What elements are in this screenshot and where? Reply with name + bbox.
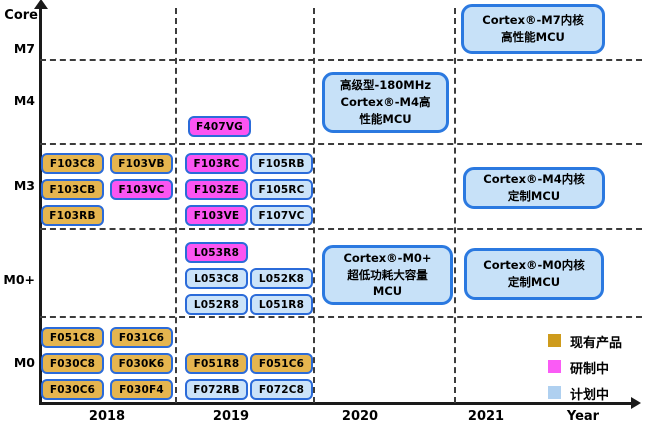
chip-F107VC: F107VC <box>250 205 313 226</box>
callout-m0plus-lowpower-line-2: 超低功耗大容量 <box>347 267 428 282</box>
gridline-horizontal-4 <box>40 316 642 318</box>
legend-swatch-developing <box>548 360 561 373</box>
gridline-vertical-1 <box>175 8 177 403</box>
chip-F103RC: F103RC <box>185 153 248 174</box>
callout-m0-custom: Cortex®-M0内核 定制MCU <box>464 248 604 300</box>
chip-F031C6: F031C6 <box>110 327 173 348</box>
x-axis-arrow-icon <box>631 397 641 409</box>
legend-swatch-planned <box>548 386 561 399</box>
gridline-vertical-2 <box>313 8 315 403</box>
chip-F030K6: F030K6 <box>110 353 173 374</box>
chip-F103RB: F103RB <box>41 205 104 226</box>
callout-m7-highperf: Cortex®-M7内核 高性能MCU <box>461 4 605 54</box>
gridline-horizontal-2 <box>40 143 642 145</box>
chip-L053C8: L053C8 <box>185 268 248 289</box>
chip-F051C8: F051C8 <box>41 327 104 348</box>
callout-m4-advanced: 高级型-180MHz Cortex®-M4高 性能MCU <box>322 72 449 133</box>
chip-F072RB: F072RB <box>185 379 248 400</box>
y-tick-label-M7: M7 <box>13 41 35 56</box>
callout-m4-advanced-line-2: Cortex®-M4高 <box>340 95 431 110</box>
legend-swatch-existing <box>548 334 561 347</box>
chip-F030C8: F030C8 <box>41 353 104 374</box>
callout-m4-custom-line-1: Cortex®-M4内核 <box>483 172 585 187</box>
callout-m0plus-lowpower-line-3: MCU <box>372 284 403 299</box>
y-axis-line <box>39 8 42 404</box>
y-tick-label-M3: M3 <box>13 178 35 193</box>
chip-F103CB: F103CB <box>41 179 104 200</box>
callout-m0plus-lowpower-line-1: Cortex®-M0+ <box>343 250 432 265</box>
chip-F030F4: F030F4 <box>110 379 173 400</box>
chip-F051R8: F051R8 <box>185 353 248 374</box>
y-axis-arrow-icon <box>34 0 48 9</box>
chip-F105RB: F105RB <box>250 153 313 174</box>
callout-m4-custom: Cortex®-M4内核 定制MCU <box>463 167 605 209</box>
chip-L052K8: L052K8 <box>250 268 313 289</box>
x-tick-label-2018: 2018 <box>88 409 126 424</box>
y-axis-title: Core <box>4 8 38 23</box>
y-tick-label-M0: M0 <box>13 355 35 370</box>
callout-m7-highperf-line-1: Cortex®-M7内核 <box>482 13 584 28</box>
x-axis-line <box>39 402 633 405</box>
y-tick-label-M0+: M0+ <box>3 272 35 287</box>
gridline-horizontal-3 <box>40 228 642 230</box>
legend-label-developing: 研制中 <box>570 362 610 377</box>
gridline-vertical-3 <box>454 8 456 403</box>
callout-m4-advanced-line-1: 高级型-180MHz <box>339 78 432 93</box>
chip-F072C8: F072C8 <box>250 379 313 400</box>
x-tick-label-2020: 2020 <box>341 409 379 424</box>
chip-L052R8: L052R8 <box>185 294 248 315</box>
chip-F051C6: F051C6 <box>250 353 313 374</box>
callout-m0-custom-line-2: 定制MCU <box>507 275 561 289</box>
chip-L053R8: L053R8 <box>185 242 248 263</box>
x-tick-label-2021: 2021 <box>467 409 505 424</box>
y-tick-label-M4: M4 <box>13 93 35 108</box>
chip-F103VC: F103VC <box>110 179 173 200</box>
legend-label-planned: 计划中 <box>570 388 610 403</box>
chip-F030C6: F030C6 <box>41 379 104 400</box>
chip-F105RC: F105RC <box>250 179 313 200</box>
callout-m4-advanced-line-3: 性能MCU <box>359 111 412 126</box>
callout-m0plus-lowpower: Cortex®-M0+ 超低功耗大容量 MCU <box>322 245 453 305</box>
callout-m7-highperf-line-2: 高性能MCU <box>501 30 565 44</box>
chip-F103VE: F103VE <box>185 205 248 226</box>
legend-label-existing: 现有产品 <box>570 336 623 351</box>
chip-F407VG: F407VG <box>188 116 251 137</box>
gridline-horizontal-1 <box>40 59 642 61</box>
callout-m0-custom-line-1: Cortex®-M0内核 <box>483 258 585 273</box>
x-axis-title: Year <box>566 409 600 424</box>
chip-L051R8: L051R8 <box>250 294 313 315</box>
chip-F103ZE: F103ZE <box>185 179 248 200</box>
x-tick-label-2019: 2019 <box>212 409 250 424</box>
chip-F103C8: F103C8 <box>41 153 104 174</box>
callout-m4-custom-line-2: 定制MCU <box>507 189 561 203</box>
chip-F103VB: F103VB <box>110 153 173 174</box>
